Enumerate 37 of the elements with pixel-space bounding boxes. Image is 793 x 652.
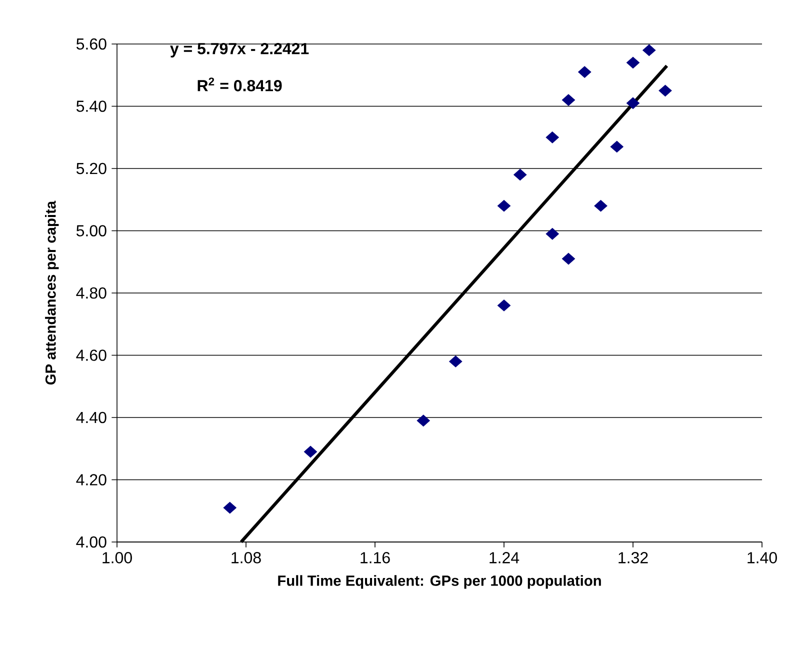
annotation: R$^{2}$ = 0.8419 <box>198 78 282 92</box>
y-tick-label: 4.40 <box>76 412 106 424</box>
x-axis-title: Full Time Equivalent: GPs per 1000 population <box>278 575 601 589</box>
point <box>626 56 640 69</box>
x-tick-label: 1.40 <box>748 552 777 564</box>
y-axis-title: GP attendances per capita <box>45 200 59 384</box>
y-tick-label: 5.60 <box>76 38 106 50</box>
x-tick-label: 1.32 <box>618 552 648 564</box>
x-tick-label: 1.16 <box>360 552 390 564</box>
point <box>416 414 430 426</box>
point <box>594 200 608 212</box>
point <box>642 44 656 56</box>
point <box>304 446 318 458</box>
point <box>610 140 624 153</box>
x-tick-label: 1.00 <box>102 552 132 564</box>
point <box>562 94 576 106</box>
point <box>658 84 672 97</box>
point <box>578 66 592 78</box>
y-tick-label: 4.60 <box>76 350 106 361</box>
y-tick-label: 4.20 <box>76 474 106 486</box>
point <box>497 200 511 212</box>
y-tick-label: 4.00 <box>76 536 106 548</box>
point <box>562 252 576 265</box>
y-tick-label: 5.20 <box>76 162 106 174</box>
y-tick-label: 5.40 <box>76 100 106 112</box>
y-tick-label: 4.80 <box>76 287 106 299</box>
annotation: y = 5.797x - 2.2421 <box>170 42 309 58</box>
point <box>546 228 559 240</box>
point <box>626 97 640 109</box>
point <box>514 168 527 181</box>
x-tick-label: 1.24 <box>490 552 520 564</box>
y-tick-label: 5.00 <box>76 225 106 236</box>
point <box>449 356 462 368</box>
point <box>223 502 236 514</box>
point <box>497 300 511 312</box>
point <box>546 132 559 144</box>
x-tick-label: 1.08 <box>232 552 261 564</box>
